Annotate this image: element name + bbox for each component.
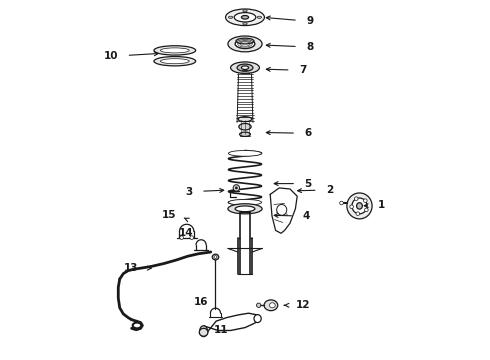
Ellipse shape [264,300,278,311]
Text: 7: 7 [299,65,306,75]
Ellipse shape [199,328,208,336]
Ellipse shape [214,256,217,258]
Circle shape [365,208,368,212]
Ellipse shape [154,46,196,55]
Ellipse shape [133,323,141,328]
Text: 14: 14 [179,228,194,238]
Text: 8: 8 [306,42,314,52]
Ellipse shape [236,38,254,44]
Ellipse shape [199,326,208,337]
Text: 6: 6 [304,128,312,138]
Text: 1: 1 [378,200,386,210]
Ellipse shape [240,132,250,136]
Ellipse shape [239,123,251,130]
Text: 3: 3 [186,186,193,197]
Ellipse shape [225,9,265,26]
Ellipse shape [231,62,259,73]
Ellipse shape [160,48,189,53]
Ellipse shape [202,329,205,334]
Ellipse shape [357,203,363,209]
Ellipse shape [242,66,248,69]
Ellipse shape [228,150,262,156]
Circle shape [354,197,358,201]
Ellipse shape [235,39,255,49]
Text: 13: 13 [124,263,139,273]
Ellipse shape [235,206,255,212]
Text: 15: 15 [162,210,176,220]
Ellipse shape [254,315,261,323]
Text: 5: 5 [304,179,312,189]
Ellipse shape [228,199,262,205]
Text: 4: 4 [303,211,310,221]
Ellipse shape [243,10,247,12]
Ellipse shape [234,13,256,22]
Text: 12: 12 [295,300,310,310]
Ellipse shape [238,117,252,122]
Circle shape [356,212,360,216]
Ellipse shape [228,16,233,18]
Circle shape [350,205,353,208]
Text: 9: 9 [306,16,313,26]
Circle shape [257,303,261,307]
Text: 11: 11 [214,325,229,336]
Ellipse shape [277,204,287,215]
Ellipse shape [228,36,262,52]
Text: 10: 10 [104,51,118,61]
Circle shape [340,201,343,205]
Text: 16: 16 [194,297,208,307]
Ellipse shape [347,193,372,219]
Ellipse shape [270,303,275,308]
Ellipse shape [352,198,367,214]
Circle shape [235,187,238,189]
Ellipse shape [228,204,262,214]
Ellipse shape [154,57,196,66]
Ellipse shape [237,64,253,71]
Ellipse shape [242,15,248,19]
Circle shape [233,185,240,191]
Ellipse shape [243,23,247,25]
Ellipse shape [257,16,262,18]
Ellipse shape [160,59,189,64]
Text: 2: 2 [326,185,333,195]
Circle shape [364,199,367,202]
Ellipse shape [212,254,219,260]
Circle shape [190,236,194,239]
Circle shape [180,236,183,239]
